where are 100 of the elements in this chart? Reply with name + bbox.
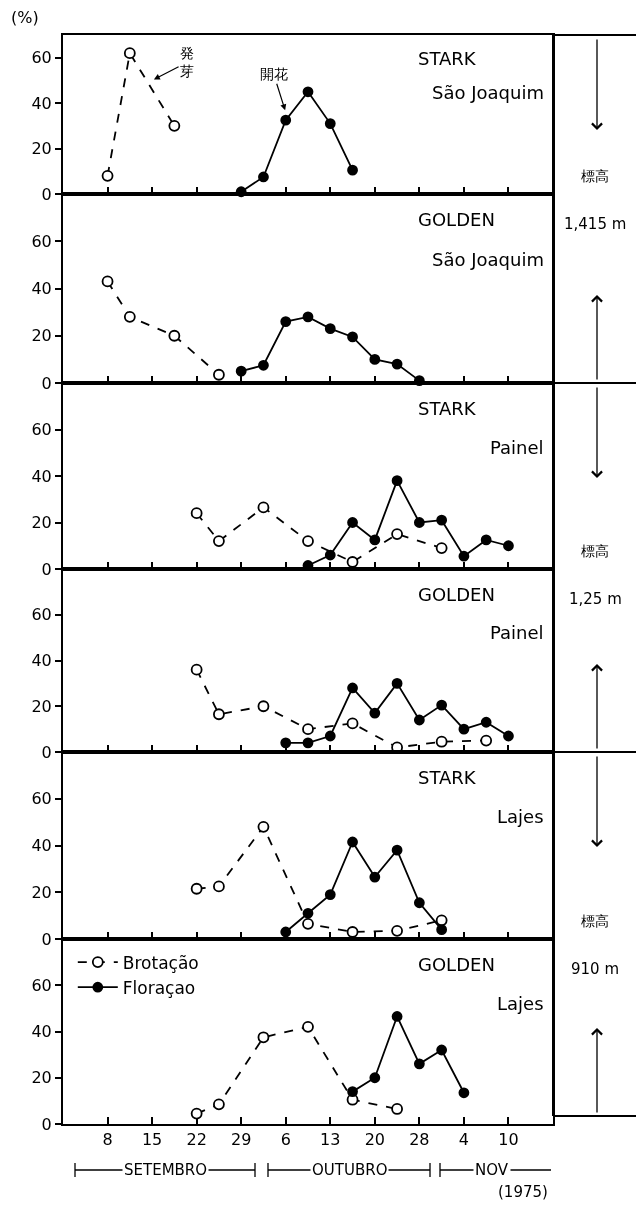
point [213, 535, 225, 547]
point [347, 517, 358, 528]
point [280, 114, 292, 126]
point [168, 329, 181, 342]
y-tick-label: 20 [31, 1068, 52, 1088]
point [324, 730, 336, 742]
point [346, 926, 359, 938]
text: Lajes [497, 806, 544, 827]
y-tick-label: 40 [31, 93, 52, 113]
point [257, 501, 270, 514]
point [257, 1031, 270, 1044]
point [190, 507, 203, 520]
point [347, 1086, 358, 1098]
y-tick-label: 0 [41, 1114, 52, 1134]
y-tick-label: 60 [31, 789, 52, 809]
y-tick-label: 40 [31, 651, 52, 671]
point [213, 368, 225, 381]
point [391, 1103, 403, 1115]
text: São Joaquim [432, 249, 544, 270]
x-tick-label: 28 [409, 1130, 430, 1150]
text: GOLDEN [418, 584, 495, 605]
x-tick-label: 29 [231, 1130, 252, 1150]
y-tick-label: 40 [31, 836, 52, 856]
point [480, 534, 492, 546]
point [413, 897, 425, 909]
text: NOV [475, 1161, 509, 1179]
point [347, 331, 358, 343]
point [413, 1058, 425, 1070]
y-tick-label: 20 [31, 513, 52, 533]
point [213, 1098, 225, 1111]
point [458, 1087, 470, 1099]
x-tick-label: 10 [498, 1130, 519, 1150]
point [280, 926, 292, 938]
x-tick-label: 8 [102, 1130, 113, 1150]
point [213, 880, 225, 893]
point [302, 1020, 314, 1033]
point [101, 275, 114, 288]
point [302, 723, 314, 736]
point [324, 323, 336, 335]
text: OUTUBRO [312, 1161, 388, 1179]
text: Lajes [497, 993, 544, 1014]
annotation: 開花 [260, 66, 288, 82]
text: 標高 [581, 913, 609, 929]
point [369, 353, 381, 365]
x-tick-label: 22 [186, 1130, 207, 1150]
point [391, 1011, 403, 1022]
point [391, 475, 403, 487]
text: GOLDEN [418, 209, 495, 230]
point [480, 716, 492, 728]
point [347, 164, 358, 176]
text: São Joaquim [432, 82, 544, 103]
x-tick-label: 6 [280, 1130, 291, 1150]
text: SETEMBRO [124, 1161, 208, 1179]
point [369, 707, 381, 719]
text: (1975) [498, 1183, 548, 1201]
text: 1,25 m [569, 590, 622, 608]
point [369, 534, 381, 546]
text: 標高 [581, 168, 609, 184]
point [346, 717, 359, 730]
point [190, 1107, 203, 1120]
point [235, 365, 247, 377]
point [413, 517, 425, 528]
y-tick-label: 60 [31, 605, 52, 625]
y-tick-label: 40 [31, 466, 52, 486]
point [123, 310, 136, 323]
y-axis-title: (%) [11, 8, 39, 27]
point [190, 663, 203, 676]
text: Painel [490, 437, 544, 458]
point [436, 514, 448, 526]
x-tick-label: 4 [458, 1130, 469, 1150]
point [168, 119, 181, 132]
point [324, 889, 336, 900]
point [435, 542, 448, 554]
y-tick-label: 0 [41, 742, 52, 762]
point [369, 1072, 381, 1084]
y-tick-label: 20 [31, 139, 52, 159]
text: Painel [490, 622, 544, 643]
point [324, 549, 336, 561]
point [347, 836, 358, 848]
point [123, 47, 136, 60]
y-tick-label: 0 [41, 559, 52, 579]
point [458, 723, 470, 735]
text: GOLDEN [418, 954, 495, 975]
point [280, 737, 292, 749]
legend-label: Brotação [122, 952, 199, 973]
y-tick-label: 20 [31, 696, 52, 716]
point [347, 682, 358, 694]
text: 標高 [581, 543, 609, 559]
point [190, 882, 203, 895]
point [391, 844, 403, 856]
annotation: 発芽 [180, 45, 194, 80]
text: 910 m [571, 960, 620, 978]
y-tick-label: 0 [41, 929, 52, 949]
point [391, 528, 403, 541]
point [324, 118, 336, 129]
y-tick-label: 60 [31, 420, 52, 440]
x-tick-label: 20 [364, 1130, 385, 1150]
x-tick-label: 13 [320, 1130, 341, 1150]
text: 1,415 m [564, 215, 627, 233]
y-tick-label: 60 [31, 231, 52, 251]
